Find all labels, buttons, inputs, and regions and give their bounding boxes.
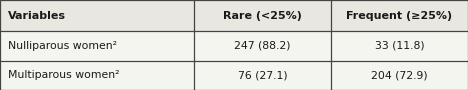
Text: Variables: Variables xyxy=(8,11,66,21)
Text: Rare (<25%): Rare (<25%) xyxy=(223,11,302,21)
Text: Multiparous women²: Multiparous women² xyxy=(8,70,120,80)
Bar xyxy=(0,0,468,31)
Text: Nulliparous women²: Nulliparous women² xyxy=(8,41,117,51)
Text: 76 (27.1): 76 (27.1) xyxy=(238,70,287,80)
Text: Frequent (≥25%): Frequent (≥25%) xyxy=(346,11,453,21)
Text: 33 (11.8): 33 (11.8) xyxy=(374,41,424,51)
Text: 204 (72.9): 204 (72.9) xyxy=(371,70,428,80)
Text: 247 (88.2): 247 (88.2) xyxy=(234,41,291,51)
